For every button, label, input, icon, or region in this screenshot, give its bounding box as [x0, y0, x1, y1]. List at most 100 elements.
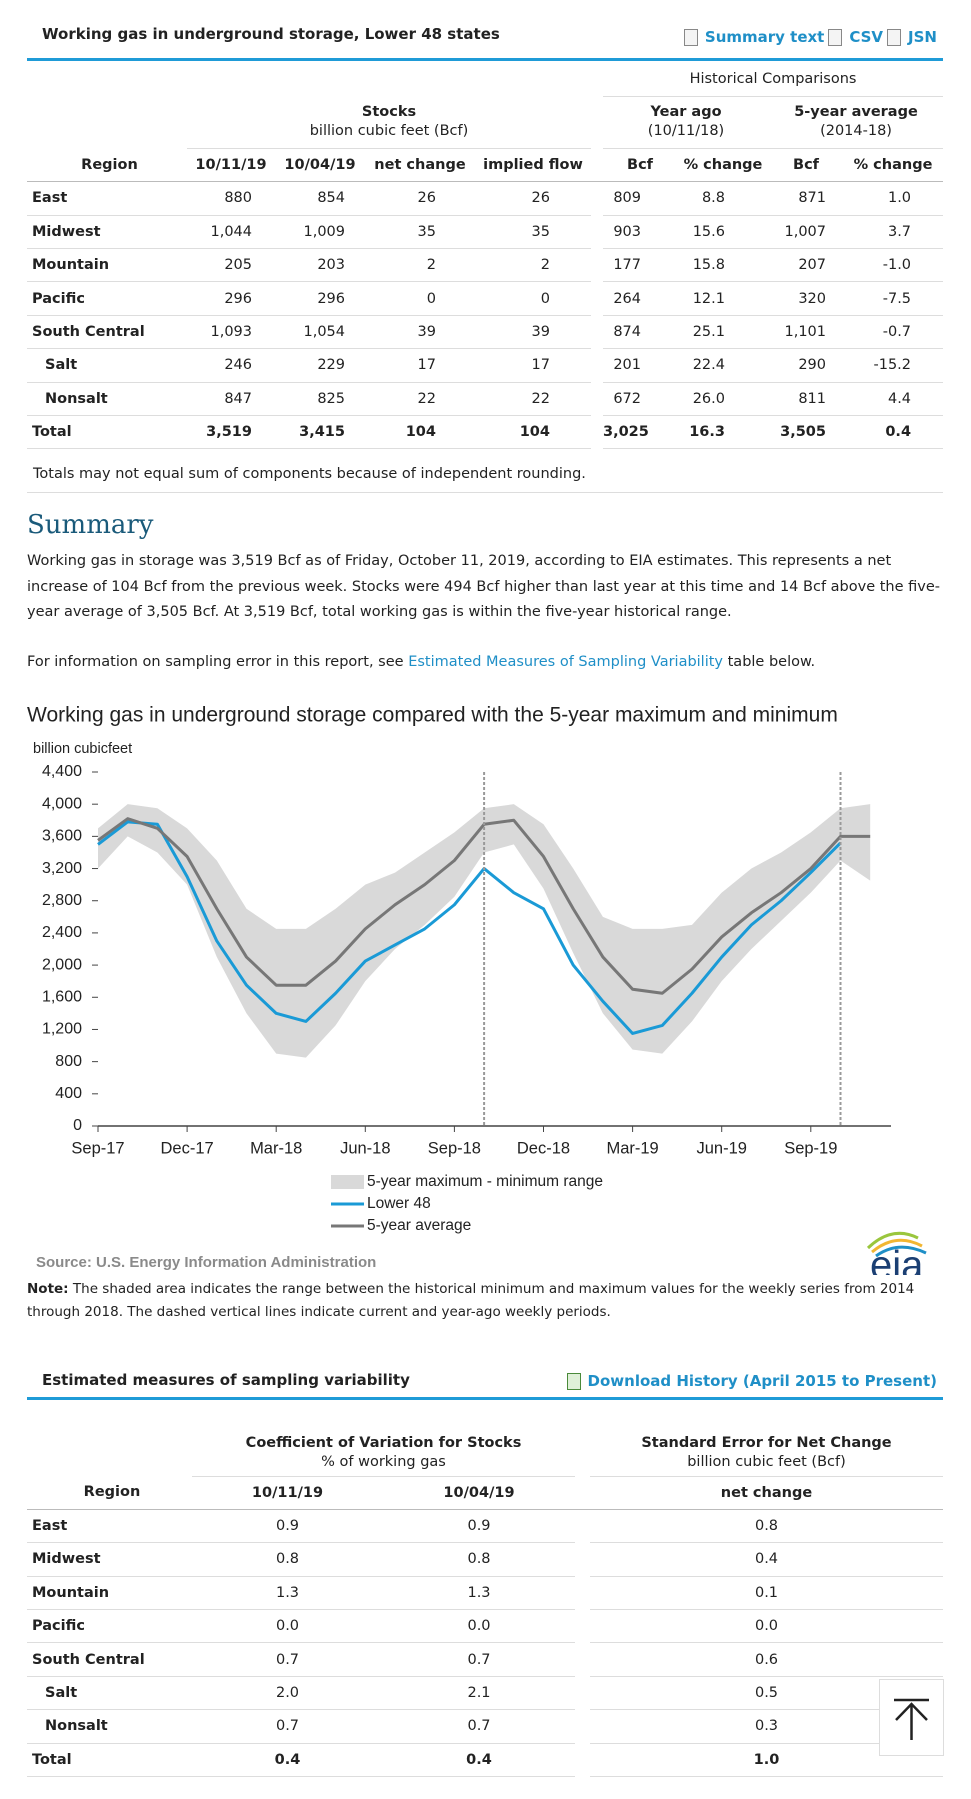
table-cell: 0	[365, 281, 475, 316]
table-cell: 201	[603, 348, 677, 383]
gap	[575, 1509, 590, 1542]
table-cell: 264	[603, 281, 677, 316]
footnote: Totals may not equal sum of components b…	[27, 462, 943, 493]
logo: eia	[870, 1244, 924, 1275]
legend-label: 5-year maximum - minimum range	[367, 1173, 603, 1190]
group-header: 5-year average (2014-18)	[769, 96, 944, 149]
y-tick-label: 0	[73, 1117, 82, 1134]
table-cell: 0	[475, 281, 591, 316]
note-text: The shaded area indicates the range betw…	[27, 1281, 915, 1320]
logo-arc	[866, 1231, 919, 1250]
legend-label: 5-year average	[367, 1217, 471, 1234]
table-cell: 0.8	[590, 1509, 943, 1544]
table-cell: 15.8	[677, 248, 769, 283]
table-cell: 2	[365, 248, 475, 283]
icon	[683, 28, 698, 46]
group-title: Stocks	[361, 104, 417, 121]
gap	[575, 1676, 590, 1709]
table-cell: 854	[275, 181, 365, 216]
x-tick-label: Mar-18	[250, 1139, 302, 1157]
table-cell: 1.3	[192, 1576, 383, 1611]
table-cell: 296	[275, 281, 365, 316]
section-heading: Summary	[27, 510, 154, 540]
group-unit: (10/11/18)	[647, 123, 725, 140]
group-title: Coefficient of Variation for Stocks	[245, 1434, 522, 1451]
x-tick-label: Sep-18	[428, 1139, 481, 1157]
group-unit: billion cubic feet (Bcf)	[309, 123, 469, 140]
table-cell: Total	[27, 1743, 192, 1778]
storage-table: Historical Comparisons Stocks billion cub…	[27, 64, 944, 450]
x-tick-label: Sep-19	[784, 1139, 837, 1157]
table-cell: 8.8	[677, 181, 769, 216]
table-row: East 880 854 26 26 809 8.8 871 1.0	[27, 181, 944, 216]
column-header: Bcf	[769, 148, 843, 183]
x-tick-label: Dec-18	[517, 1139, 570, 1157]
links: Download History (April 2015 to Present)	[566, 1372, 937, 1390]
icon	[566, 1372, 581, 1390]
table-cell: Pacific	[27, 1609, 192, 1644]
group-unit: (2014-18)	[820, 123, 892, 140]
table-cell: 26	[365, 181, 475, 216]
series-line	[97, 820, 842, 1035]
group-title: Standard Error for Net Change	[641, 1434, 892, 1451]
table-cell: 22.4	[677, 348, 769, 383]
table-cell: 290	[769, 348, 843, 383]
scroll-top-button[interactable]	[879, 1679, 944, 1756]
group-unit: % of working gas	[321, 1453, 446, 1470]
column-header: 10/04/19	[383, 1476, 575, 1510]
table-cell: 229	[275, 348, 365, 383]
table-row: Total 0.4 0.4 1.0	[27, 1743, 943, 1778]
table-cell: 3,415	[275, 415, 365, 450]
link[interactable]: Summary text	[704, 28, 825, 46]
link[interactable]: Download History (April 2015 to Present)	[587, 1372, 937, 1390]
column-header: net change	[365, 148, 475, 183]
table-cell: -15.2	[843, 348, 944, 383]
note-label: Note:	[27, 1281, 69, 1297]
table-cell: 177	[603, 248, 677, 283]
x-tick-label: Mar-19	[606, 1139, 658, 1157]
gap	[591, 382, 603, 415]
group-header: Coefficient of Variation for Stocks % of …	[192, 1430, 575, 1477]
column-header: implied flow	[475, 148, 591, 183]
y-tick-label: 2,000	[42, 956, 82, 973]
table-cell: 880	[187, 181, 275, 216]
y-tick-label: 1,600	[42, 988, 82, 1005]
link[interactable]: JSN	[908, 28, 937, 46]
table-cell: South Central	[27, 1642, 192, 1677]
table-cell: 26	[475, 181, 591, 216]
table-cell: 1,009	[275, 215, 365, 250]
table-cell: 0.4	[590, 1542, 943, 1577]
rule	[27, 1397, 943, 1400]
text: For information on sampling error in thi…	[27, 654, 409, 670]
y-tick-label: 4,000	[42, 795, 82, 812]
y-tick-label: 2,800	[42, 892, 82, 909]
variability-table: Coefficient of Variation for Stocks % of …	[27, 1430, 943, 1778]
table-title: Estimated measures of sampling variabili…	[42, 1371, 410, 1389]
gap	[591, 249, 603, 282]
link[interactable]: Estimated Measures of Sampling Variabili…	[408, 654, 724, 670]
gap	[591, 148, 603, 183]
table-cell: 35	[475, 215, 591, 250]
table-cell: 3,505	[769, 415, 843, 450]
table-row: Nonsalt 847 825 22 22 672 26.0 811 4.4	[27, 382, 944, 417]
table-cell: 0.4	[192, 1743, 383, 1778]
header-row: Region 10/11/19 10/04/19 net change implied …	[27, 148, 944, 183]
table-cell: 1,007	[769, 215, 843, 250]
link[interactable]: CSV	[849, 28, 884, 46]
table-cell: Mountain	[27, 248, 187, 283]
table-cell: 12.1	[677, 281, 769, 316]
table-cell: 903	[603, 215, 677, 250]
table-cell: 2.1	[383, 1676, 575, 1711]
group-header: Historical Comparisons	[603, 64, 944, 97]
gap	[575, 1643, 590, 1676]
table-cell: 2	[475, 248, 591, 283]
gap	[591, 416, 603, 449]
table-cell: Total	[27, 415, 187, 450]
summary-text: Working gas in storage was 3,519 Bcf as …	[27, 553, 940, 621]
table-row: Pacific 296 296 0 0 264 12.1 320 -7.5	[27, 281, 944, 316]
source: Source: U.S. Energy Information Administ…	[36, 1254, 376, 1271]
table-cell: Nonsalt	[27, 1709, 192, 1744]
y-tick-label: 3,600	[42, 828, 82, 845]
sampling-text: For information on sampling error in thi…	[27, 650, 943, 676]
group-unit: billion cubic feet (Bcf)	[687, 1453, 846, 1470]
